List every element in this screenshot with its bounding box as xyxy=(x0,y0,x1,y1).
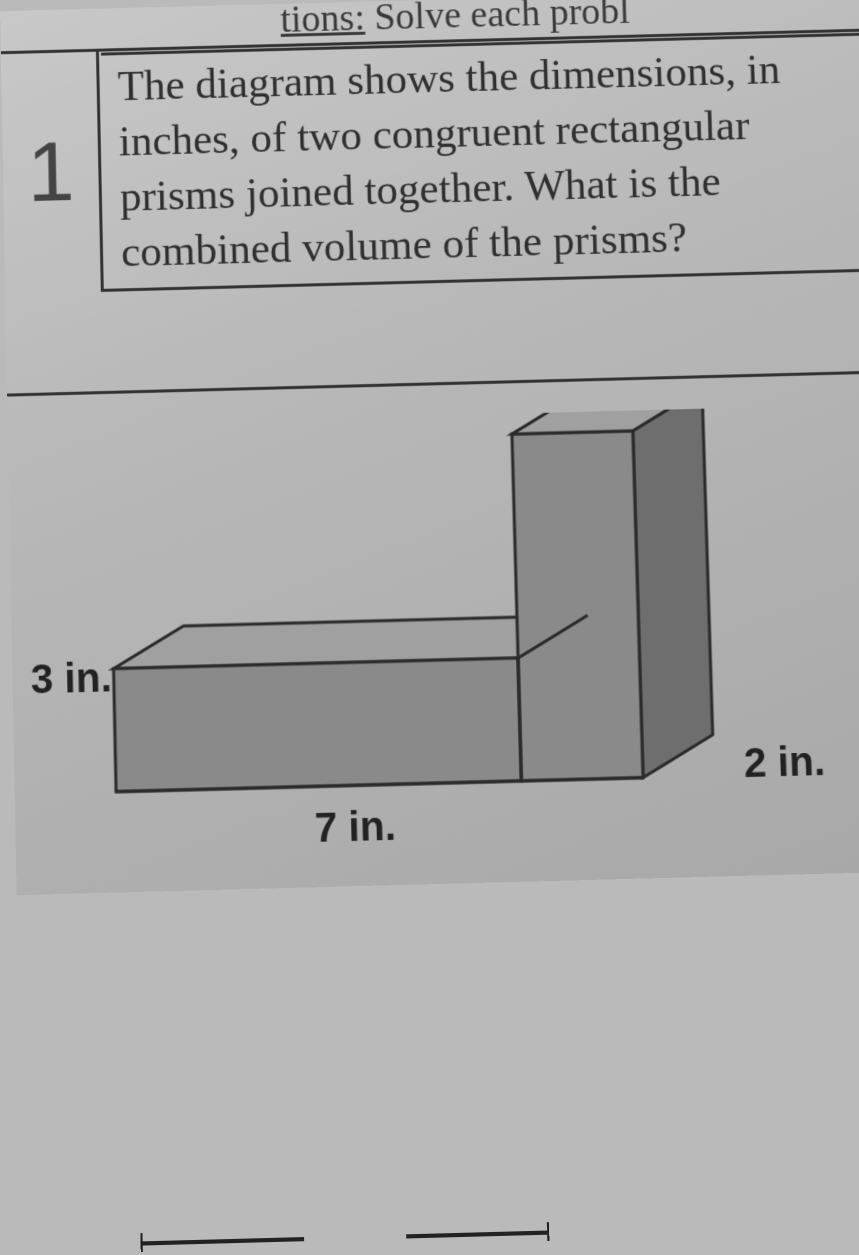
dimension-label-length: 7 in. xyxy=(314,804,396,852)
problem-text: The diagram shows the dimensions, in inc… xyxy=(99,32,859,292)
worksheet-page: tions: Solve each probl 1 The diagram sh… xyxy=(0,0,859,895)
problem-row: 1 The diagram shows the dimensions, in i… xyxy=(1,29,859,295)
prisms-diagram-icon xyxy=(48,407,787,876)
dimension-label-depth: 3 in. xyxy=(30,655,112,703)
instructions-text: Solve each probl xyxy=(364,0,630,39)
dimension-label-width: 2 in. xyxy=(743,739,826,787)
problem-number: 1 xyxy=(1,52,104,295)
dimension-bracket-icon xyxy=(140,1220,549,1252)
diagram-cell xyxy=(7,371,859,895)
instructions-label-partial: tions: xyxy=(280,0,365,41)
